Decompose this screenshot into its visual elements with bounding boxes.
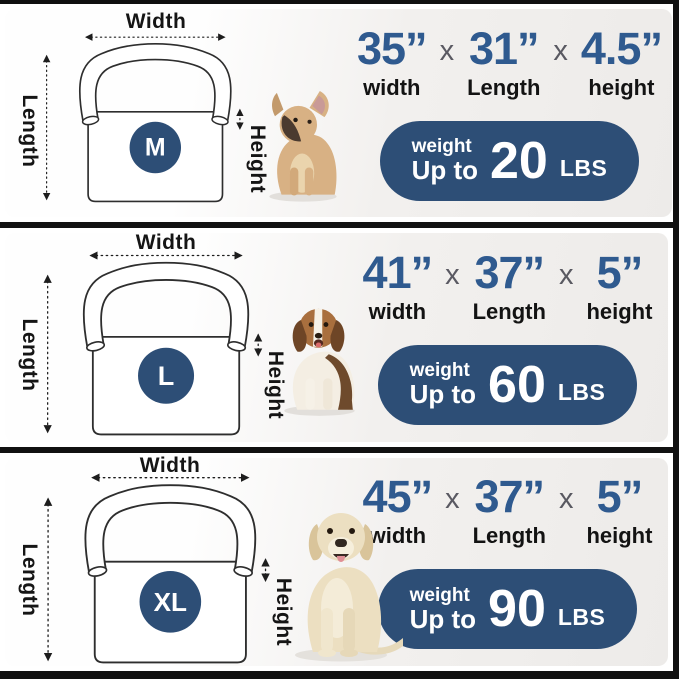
panel-divider bbox=[0, 222, 673, 229]
bed-diagram-m: Width Length Height M bbox=[5, 9, 357, 217]
weight-unit: LBS bbox=[559, 155, 608, 182]
dimensions-row: 41” width x 37” Length x 5” height bbox=[363, 250, 653, 325]
panel-card-l: Width Length Height L bbox=[5, 231, 668, 442]
dog-photo-beagle bbox=[284, 309, 355, 417]
dimensions-row: 45” width x 37” Length x 5” height bbox=[363, 474, 653, 549]
length-value: 31” bbox=[468, 22, 540, 74]
height-label: Height bbox=[264, 351, 287, 420]
weight-unit: LBS bbox=[557, 379, 606, 406]
height-unit-label: height bbox=[586, 523, 653, 549]
width-unit-label: width bbox=[368, 523, 427, 549]
dimension-width: 41” width bbox=[362, 246, 434, 325]
width-label: Width bbox=[135, 231, 197, 255]
height-label: Height bbox=[246, 124, 269, 194]
bed-outline-drawing: XL bbox=[35, 473, 287, 674]
dimension-height: 5” height bbox=[586, 250, 652, 325]
bed-outline-drawing: L bbox=[35, 251, 279, 445]
up-to-word: Up to bbox=[409, 379, 477, 410]
size-info-xl: 45” width x 37” Length x 5” height bbox=[357, 458, 668, 666]
panel-divider bbox=[0, 446, 673, 453]
multiply-sign: x bbox=[553, 34, 568, 67]
length-label: Length bbox=[18, 543, 41, 617]
size-badge-circle bbox=[138, 348, 195, 405]
multiply-sign: x bbox=[445, 258, 460, 291]
bed-with-dimension-arrows-icon bbox=[48, 256, 259, 435]
panel-size-xl: Width Length Height XL bbox=[0, 452, 673, 671]
dimension-width: 35” width bbox=[357, 22, 428, 101]
height-value: 5” bbox=[596, 246, 644, 298]
size-badge-circle bbox=[129, 121, 182, 174]
height-value: 4.5” bbox=[580, 22, 663, 74]
panel-card-xl: Width Length Height XL bbox=[5, 454, 668, 666]
height-label: Height bbox=[272, 577, 295, 646]
size-info-m: 35” width x 31” Length x 4.5” height bbox=[357, 9, 672, 217]
dog-photo-yellow-labrador bbox=[295, 512, 403, 662]
width-value: 35” bbox=[357, 22, 428, 74]
panel-size-m: Width Length Height M bbox=[0, 4, 673, 223]
width-label: Width bbox=[139, 453, 201, 477]
dimension-length: 31” Length bbox=[467, 26, 540, 101]
bed-diagram-xl: Width Length Height XL bbox=[5, 454, 403, 666]
dimension-length: 37” Length bbox=[473, 474, 546, 549]
length-unit-label: Length bbox=[467, 74, 541, 100]
dimension-length: 37” Length bbox=[473, 250, 546, 325]
height-value: 5” bbox=[596, 471, 644, 523]
length-unit-label: Length bbox=[472, 523, 546, 549]
dog-photo-french-bulldog bbox=[269, 91, 337, 202]
dimension-width: 45” width bbox=[362, 471, 434, 549]
multiply-sign: x bbox=[445, 483, 460, 516]
length-unit-label: Length bbox=[472, 298, 546, 324]
weight-value: 60 bbox=[488, 355, 546, 414]
up-to-word: Up to bbox=[411, 154, 479, 185]
length-label: Length bbox=[18, 318, 41, 392]
weight-caption: weight Up to bbox=[410, 361, 476, 408]
width-value: 41” bbox=[362, 246, 434, 298]
weight-capacity-badge: weight Up to 90 LBS bbox=[377, 569, 638, 650]
dimension-height: 4.5” height bbox=[580, 22, 663, 101]
height-unit-label: height bbox=[586, 298, 653, 324]
bed-diagram-l: Width Length Height L bbox=[5, 231, 357, 441]
weight-value: 20 bbox=[490, 131, 548, 190]
weight-unit: LBS bbox=[557, 603, 606, 630]
size-letter: L bbox=[158, 361, 175, 392]
width-unit-label: width bbox=[363, 74, 421, 100]
multiply-sign: x bbox=[558, 483, 574, 516]
weight-caption: weight Up to bbox=[409, 584, 477, 634]
weight-value: 90 bbox=[488, 580, 546, 639]
up-to-word: Up to bbox=[409, 603, 477, 634]
panel-size-l: Width Length Height L bbox=[0, 228, 673, 447]
size-letter: XL bbox=[154, 586, 187, 616]
length-label: Length bbox=[18, 94, 41, 168]
bed-with-dimension-arrows-icon bbox=[48, 477, 265, 662]
bed-outline-drawing: M bbox=[35, 33, 259, 211]
length-value: 37” bbox=[474, 471, 545, 523]
size-info-l: 41” width x 37” Length x 5” height bbox=[357, 233, 668, 441]
weight-capacity-badge: weight Up to 60 LBS bbox=[377, 344, 638, 425]
weight-word: weight bbox=[409, 360, 470, 382]
size-badge-circle bbox=[139, 570, 202, 633]
dimension-height: 5” height bbox=[586, 474, 652, 549]
weight-word: weight bbox=[411, 136, 472, 158]
width-value: 45” bbox=[362, 471, 434, 523]
bed-with-dimension-arrows-icon bbox=[47, 37, 240, 201]
weight-caption: weight Up to bbox=[412, 137, 478, 184]
weight-capacity-badge: weight Up to 20 LBS bbox=[379, 120, 640, 201]
panel-card-m: Width Length Height M bbox=[5, 9, 672, 218]
weight-word: weight bbox=[409, 584, 470, 606]
dimensions-row: 35” width x 31” Length x 4.5” height bbox=[357, 22, 663, 101]
multiply-sign: x bbox=[439, 34, 455, 67]
width-label: Width bbox=[125, 10, 187, 33]
width-unit-label: width bbox=[368, 298, 427, 324]
height-unit-label: height bbox=[588, 74, 655, 100]
size-letter: M bbox=[145, 133, 166, 161]
length-value: 37” bbox=[474, 246, 545, 298]
multiply-sign: x bbox=[558, 258, 574, 291]
